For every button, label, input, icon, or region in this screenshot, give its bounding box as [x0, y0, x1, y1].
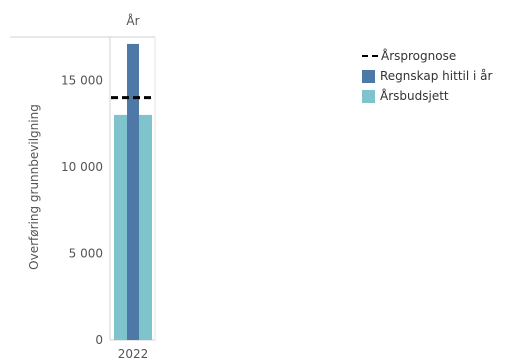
y-tick-label: 10 000 [61, 160, 103, 174]
swatch-icon [362, 89, 375, 103]
legend-item-forecast[interactable]: Årsprognose [362, 46, 492, 66]
legend-label-forecast: Årsprognose [381, 49, 457, 63]
dashed-line-icon [362, 55, 378, 57]
legend-label-actual: Regnskap hittil i år [380, 69, 493, 83]
bar-actual [127, 43, 139, 340]
y-axis-label: Overføring grunnbevilgning [27, 104, 41, 270]
y-axis-ticks: 0 5 000 10 000 15 000 [61, 73, 103, 347]
x-axis-ticks: 2022 [118, 347, 149, 361]
y-tick-label: 0 [95, 333, 103, 347]
swatch-icon [362, 69, 375, 83]
column-header: År [126, 13, 139, 28]
x-tick-label: 2022 [118, 347, 149, 361]
legend-item-actual[interactable]: Regnskap hittil i år [362, 66, 492, 86]
legend: Årsprognose Regnskap hittil i år Årsbuds… [362, 46, 492, 106]
bars [114, 43, 152, 341]
legend-label-budget: Årsbudsjett [380, 89, 449, 103]
y-tick-label: 15 000 [61, 73, 103, 87]
y-tick-label: 5 000 [69, 246, 103, 260]
legend-item-budget[interactable]: Årsbudsjett [362, 86, 492, 106]
